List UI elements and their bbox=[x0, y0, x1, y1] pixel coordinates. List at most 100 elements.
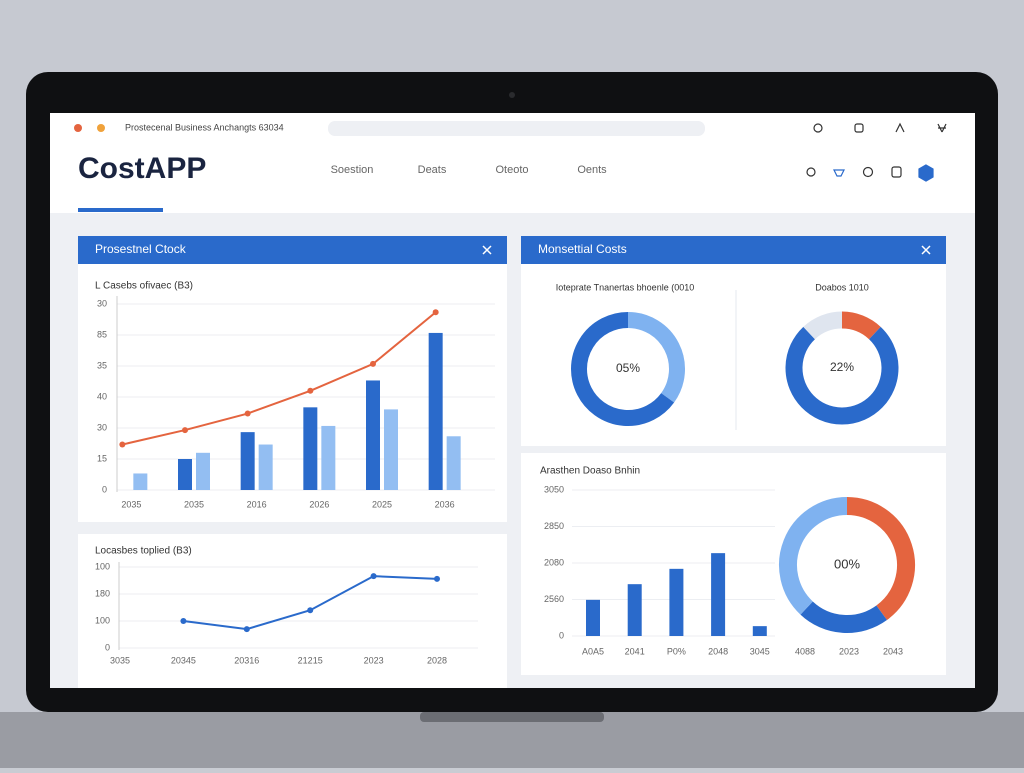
icon[interactable] bbox=[854, 123, 864, 133]
donut-segment bbox=[803, 311, 843, 340]
x-tick-label: 3045 bbox=[750, 646, 770, 656]
donut-segment bbox=[800, 601, 887, 633]
chart-subtitle: Arasthen Doaso Bnhin bbox=[540, 466, 640, 477]
donut-segment bbox=[571, 312, 675, 426]
icon[interactable] bbox=[806, 167, 816, 177]
x-tick-label: 20316 bbox=[234, 655, 259, 665]
nav-item[interactable]: Oteoto bbox=[495, 164, 528, 176]
bar bbox=[384, 409, 398, 490]
panel-title: Monsettial Costs bbox=[538, 242, 627, 256]
line-point bbox=[180, 618, 187, 624]
x-tick-label: 2043 bbox=[883, 646, 903, 656]
x-tick-label: 2023 bbox=[839, 646, 859, 656]
bar bbox=[586, 599, 600, 636]
icon[interactable] bbox=[862, 166, 874, 178]
donut-segment bbox=[841, 311, 881, 340]
app-header bbox=[50, 141, 975, 213]
x-tick-label: A0A5 bbox=[582, 646, 604, 656]
nav-item[interactable]: Soestion bbox=[331, 164, 374, 176]
y-tick-label: 100 bbox=[95, 561, 110, 571]
icon[interactable] bbox=[813, 123, 823, 133]
donut-segment bbox=[785, 326, 899, 425]
y-tick-label: 2080 bbox=[544, 557, 564, 567]
bar bbox=[446, 436, 461, 490]
address-bar[interactable] bbox=[328, 121, 705, 136]
icon[interactable] bbox=[918, 164, 934, 182]
y-tick-label: 180 bbox=[95, 588, 110, 598]
x-tick-label: 2035 bbox=[184, 499, 204, 509]
bar bbox=[428, 332, 443, 490]
icon[interactable] bbox=[937, 123, 947, 133]
x-tick-label: 2035 bbox=[121, 499, 141, 509]
bar bbox=[133, 473, 148, 490]
panel bbox=[78, 534, 507, 688]
donut-segment bbox=[846, 497, 915, 621]
tab-title: Prostecenal Business Anchangts 63034 bbox=[125, 122, 284, 132]
line-point bbox=[307, 607, 314, 614]
x-tick-label: 2026 bbox=[309, 499, 329, 509]
panel-header bbox=[78, 236, 507, 264]
bar bbox=[178, 459, 192, 490]
line-point bbox=[182, 427, 188, 434]
x-tick-label: P0% bbox=[667, 646, 686, 656]
y-tick-label: 85 bbox=[97, 329, 107, 339]
x-tick-label: 20345 bbox=[171, 655, 196, 665]
line-point bbox=[432, 309, 439, 316]
x-tick-label: 2025 bbox=[372, 499, 392, 509]
x-tick-label: 4088 bbox=[795, 646, 815, 656]
bar bbox=[196, 452, 210, 490]
x-tick-label: 2036 bbox=[435, 499, 455, 509]
icon[interactable] bbox=[833, 169, 845, 177]
x-tick-label: 2023 bbox=[364, 655, 384, 665]
x-tick-label: 21215 bbox=[298, 655, 323, 665]
y-tick-label: 0 bbox=[105, 642, 110, 652]
icon[interactable] bbox=[895, 122, 905, 133]
y-tick-label: 0 bbox=[102, 484, 107, 494]
y-tick-label: 2850 bbox=[544, 521, 564, 531]
line-point bbox=[370, 360, 376, 367]
panel-header bbox=[521, 236, 946, 264]
x-tick-label: 3035 bbox=[110, 655, 130, 665]
y-tick-label: 35 bbox=[97, 360, 107, 370]
donut-center-label: 22% bbox=[830, 360, 854, 374]
bar bbox=[366, 380, 380, 490]
y-tick-label: 2560 bbox=[544, 594, 564, 604]
donut-center-label: 00% bbox=[834, 556, 860, 571]
close-button[interactable] bbox=[921, 245, 931, 255]
x-tick-label: 2016 bbox=[247, 499, 267, 509]
nav-item[interactable]: Oents bbox=[577, 164, 607, 176]
x-tick-label: 2041 bbox=[625, 646, 645, 656]
chart-subtitle: L Casebs ofivaec (B3) bbox=[95, 281, 193, 292]
donut-center-label: 05% bbox=[616, 361, 640, 375]
chart-subtitle: Ioteprate Tnanertas bhoenle (0010 bbox=[556, 282, 694, 292]
bar bbox=[303, 407, 318, 490]
x-tick-label: 2028 bbox=[427, 655, 447, 665]
line bbox=[122, 311, 437, 446]
window-dot bbox=[97, 124, 105, 132]
line-point bbox=[370, 573, 377, 580]
nav-item[interactable]: Deats bbox=[418, 164, 447, 176]
y-tick-label: 0 bbox=[559, 630, 564, 640]
laptop-notch bbox=[420, 712, 604, 722]
bar bbox=[752, 626, 767, 636]
close-button[interactable] bbox=[482, 245, 492, 255]
bar bbox=[258, 444, 273, 490]
line-point bbox=[244, 410, 251, 417]
y-tick-label: 40 bbox=[97, 391, 107, 401]
bar bbox=[321, 425, 336, 490]
donut-segment bbox=[627, 312, 685, 403]
y-tick-label: 100 bbox=[95, 615, 110, 625]
bar bbox=[240, 432, 255, 490]
y-tick-label: 30 bbox=[97, 422, 107, 432]
header-icons bbox=[806, 164, 934, 182]
window-dot bbox=[74, 124, 82, 132]
icon[interactable] bbox=[891, 166, 902, 178]
panel-title: Prosestnel Ctock bbox=[95, 242, 187, 256]
line-point bbox=[119, 441, 126, 448]
panel bbox=[521, 453, 946, 675]
camera bbox=[509, 92, 515, 98]
line-point bbox=[307, 387, 314, 394]
logo: CostAPP bbox=[78, 152, 206, 185]
